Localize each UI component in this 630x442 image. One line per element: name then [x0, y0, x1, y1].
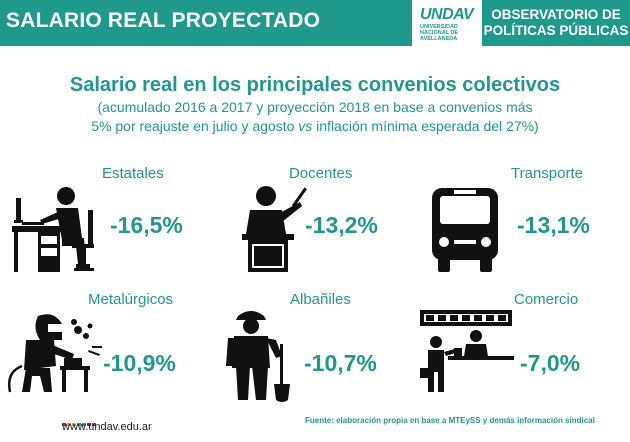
sector-value-metalurgicos: -10,9%: [103, 350, 176, 376]
sector-value-estatales: -16,5%: [110, 212, 183, 238]
welder-icon: [8, 314, 102, 393]
bus-icon: [432, 188, 498, 272]
website-link[interactable]: www.undav.edu.ar: [62, 421, 152, 433]
sector-label-albaniles: Albañiles: [290, 291, 351, 308]
logo-sub-line-3: AVELLANEDA: [420, 36, 458, 43]
logo-subtitle: UNIVERSIDAD NACIONAL DE AVELLANEDA: [420, 24, 476, 43]
office-worker-icon: [12, 187, 94, 272]
sector-label-docentes: Docentes: [289, 165, 353, 182]
subtitle-part-a: 5% por reajuste en julio y agosto: [91, 118, 299, 134]
color-dot: [77, 423, 81, 426]
observatory-line-2: POLÍTICAS PÚBLICAS: [483, 23, 629, 38]
logo-sub-line-2: NACIONAL DE: [420, 30, 459, 37]
teacher-icon: [242, 186, 307, 272]
sector-label-estatales: Estatales: [102, 165, 164, 182]
page-title: SALARIO REAL PROYECTADO: [6, 9, 321, 32]
color-dot: [72, 423, 76, 426]
infographic-subtitle-line-1: (acumulado 2016 a 2017 y proyección 2018…: [97, 99, 533, 115]
source-note: Fuente: elaboración propia en base a MTE…: [305, 416, 595, 425]
color-dot: [67, 423, 71, 426]
construction-worker-icon: [226, 311, 290, 402]
infographic-subtitle-line-2: 5% por reajuste en julio y agosto vs inf…: [0, 118, 630, 134]
color-dot: [92, 423, 96, 426]
sector-value-docentes: -13,2%: [305, 212, 378, 238]
logo-sub-line-1: UNIVERSIDAD: [420, 24, 458, 30]
logo-mark: UNDAV: [420, 6, 474, 23]
shop-icon: [420, 310, 514, 392]
observatory-box: OBSERVATORIO DE POLÍTICAS PÚBLICAS: [482, 0, 630, 46]
sector-value-transporte: -13,1%: [517, 212, 590, 238]
observatory-line-1: OBSERVATORIO DE: [491, 7, 621, 22]
infographic-title: Salario real en los principales convenio…: [69, 74, 561, 96]
sector-value-comercio: -7,0%: [520, 350, 581, 376]
sector-label-transporte: Transporte: [511, 165, 583, 182]
sector-label-comercio: Comercio: [514, 291, 579, 308]
subtitle-part-b: inflación mínima esperada del 27%): [312, 118, 539, 134]
color-dot: [82, 423, 86, 426]
brand-color-dots: [62, 413, 102, 426]
color-dot: [62, 423, 66, 426]
color-dot: [87, 423, 91, 426]
sector-value-albaniles: -10,7%: [304, 350, 377, 376]
header-bar: SALARIO REAL PROYECTADO: [0, 0, 412, 46]
undav-logo: UNDAV UNIVERSIDAD NACIONAL DE AVELLANEDA: [412, 0, 482, 46]
subtitle-vs: vs: [298, 118, 313, 134]
sector-label-metalurgicos: Metalúrgicos: [88, 291, 174, 308]
observatory-label: OBSERVATORIO DE POLÍTICAS PÚBLICAS: [482, 7, 630, 39]
